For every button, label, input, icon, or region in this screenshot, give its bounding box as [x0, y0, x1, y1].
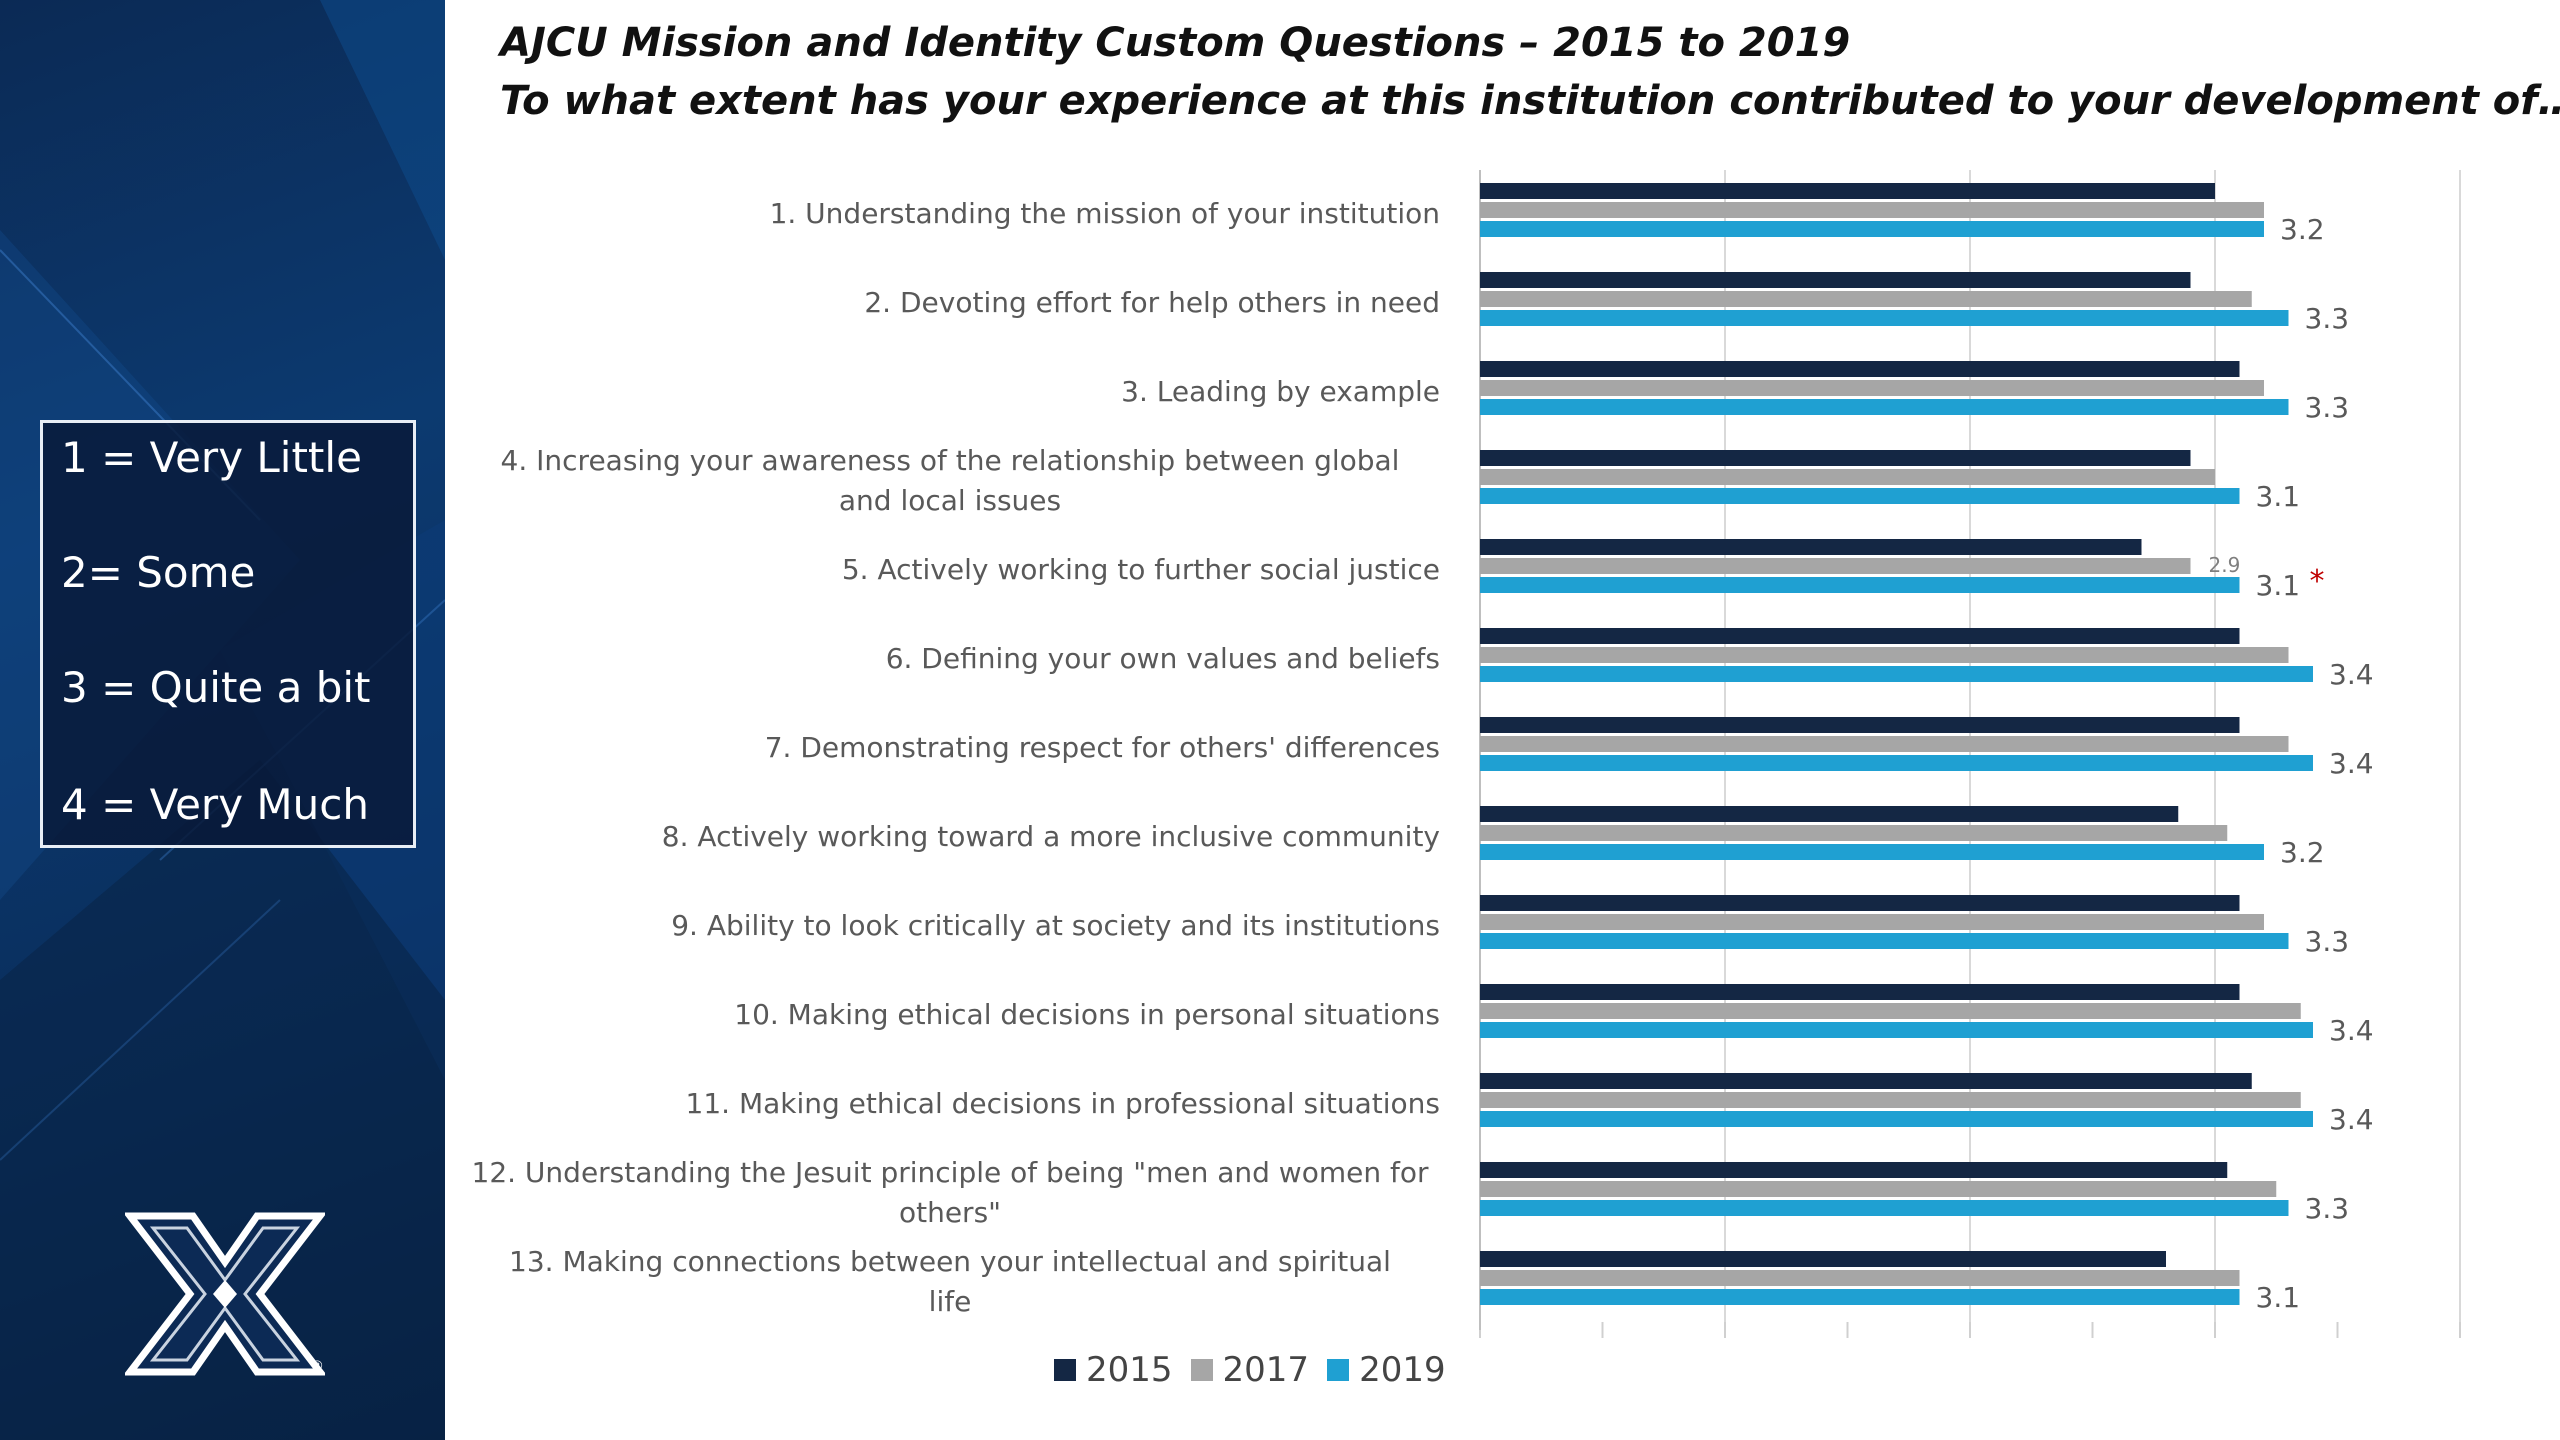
data-label-2019: 3.4 — [2329, 1103, 2374, 1136]
category-label: 11. Making ethical decisions in professi… — [686, 1087, 1440, 1120]
bar-2017 — [1480, 469, 2215, 485]
bar-2017 — [1480, 1270, 2240, 1286]
legend-label: 2015 — [1086, 1350, 1173, 1390]
category-label: 5. Actively working to further social ju… — [842, 553, 1440, 586]
bar-2015 — [1480, 450, 2191, 466]
legend-swatch — [1327, 1359, 1350, 1381]
data-label-2019: 3.1 — [2256, 569, 2301, 602]
bar-2019 — [1480, 577, 2240, 593]
scale-item-3: 3 = Quite a bit — [61, 663, 371, 712]
page-title: AJCU Mission and Identity Custom Questio… — [500, 20, 1851, 66]
bar-2019 — [1480, 666, 2313, 682]
legend-item-2017: 2017 — [1190, 1350, 1310, 1390]
bar-2017 — [1480, 914, 2264, 930]
category-label: 2. Devoting effort for help others in ne… — [864, 286, 1440, 319]
bar-2015 — [1480, 1073, 2252, 1089]
bar-2015 — [1480, 984, 2240, 1000]
category-label: 3. Leading by example — [1121, 375, 1440, 408]
category-label: 10. Making ethical decisions in personal… — [734, 998, 1440, 1031]
legend-item-2015: 2015 — [1054, 1350, 1173, 1390]
data-label-2019: 3.4 — [2329, 658, 2374, 691]
bar-2015 — [1480, 361, 2240, 377]
bar-2015 — [1480, 717, 2240, 733]
sidebar-panel: 1 = Very Little 2= Some 3 = Quite a bit … — [0, 0, 445, 1440]
bar-2015 — [1480, 806, 2179, 822]
data-label-2019: 3.3 — [2305, 391, 2350, 424]
bar-2015 — [1480, 628, 2240, 644]
bar-2015 — [1480, 183, 2215, 199]
data-label-2019: 3.2 — [2280, 836, 2325, 869]
data-label-2019: 3.3 — [2305, 302, 2350, 335]
bar-2017 — [1480, 1181, 2277, 1197]
legend-swatch — [1190, 1359, 1213, 1381]
data-label-2019: 3.3 — [2305, 1192, 2350, 1225]
title-block: AJCU Mission and Identity Custom Questio… — [500, 14, 2560, 130]
data-label-2019: 3.1 — [2256, 480, 2301, 513]
scale-item-2: 2= Some — [61, 548, 256, 597]
data-label-2019: 3.2 — [2280, 213, 2325, 246]
bar-2015 — [1480, 895, 2240, 911]
bar-2019 — [1480, 399, 2289, 415]
page-subtitle: To what extent has your experience at th… — [500, 78, 2560, 124]
bar-2015 — [1480, 539, 2142, 555]
bar-2017 — [1480, 647, 2289, 663]
data-label-2019: 3.1 — [2256, 1281, 2301, 1314]
bar-2019 — [1480, 1111, 2313, 1127]
bar-2019 — [1480, 1200, 2289, 1216]
category-label: 4. Increasing your awareness of the rela… — [501, 444, 1400, 517]
bar-2019 — [1480, 488, 2240, 504]
bar-2015 — [1480, 1251, 2166, 1267]
category-label: 13. Making connections between your inte… — [509, 1245, 1391, 1318]
bar-2019 — [1480, 310, 2289, 326]
bar-2017 — [1480, 202, 2264, 218]
bar-2017 — [1480, 380, 2264, 396]
bar-2019 — [1480, 1022, 2313, 1038]
bar-2015 — [1480, 272, 2191, 288]
data-label-2019: 3.4 — [2329, 747, 2374, 780]
legend-swatch — [1054, 1359, 1076, 1381]
bar-2017 — [1480, 825, 2228, 841]
bar-2019 — [1480, 844, 2264, 860]
rating-scale-key: 1 = Very Little 2= Some 3 = Quite a bit … — [40, 420, 416, 848]
bar-2017 — [1480, 558, 2191, 574]
scale-item-4: 4 = Very Much — [61, 780, 369, 829]
bar-2017 — [1480, 736, 2289, 752]
category-label: 8. Actively working toward a more inclus… — [662, 820, 1440, 853]
data-label-2019: 3.4 — [2329, 1014, 2374, 1047]
registered-mark: ® — [312, 1357, 323, 1373]
data-label-2019: 3.3 — [2305, 925, 2350, 958]
scale-item-1: 1 = Very Little — [61, 433, 362, 482]
bar-2017 — [1480, 291, 2252, 307]
bar-2019 — [1480, 221, 2264, 237]
bar-2019 — [1480, 1289, 2240, 1305]
chart-legend: 2015 2017 2019 — [1054, 1350, 1446, 1390]
bar-2015 — [1480, 1162, 2228, 1178]
category-label: 7. Demonstrating respect for others' dif… — [765, 731, 1440, 764]
category-label: 6. Defining your own values and beliefs — [886, 642, 1440, 675]
significance-asterisk: * — [2310, 564, 2325, 599]
bar-2019 — [1480, 755, 2313, 771]
legend-item-2019: 2019 — [1327, 1350, 1446, 1390]
xavier-x-logo-icon: ® — [125, 1212, 325, 1376]
data-label-q5-2017: 2.9 — [2209, 553, 2241, 577]
category-label: 12. Understanding the Jesuit principle o… — [472, 1156, 1429, 1229]
legend-label: 2019 — [1359, 1350, 1446, 1390]
bar-2017 — [1480, 1003, 2301, 1019]
bar-2019 — [1480, 933, 2289, 949]
category-label: 9. Ability to look critically at society… — [671, 909, 1440, 942]
category-label: 1. Understanding the mission of your ins… — [770, 197, 1440, 230]
legend-label: 2017 — [1222, 1350, 1310, 1390]
bar-2017 — [1480, 1092, 2301, 1108]
